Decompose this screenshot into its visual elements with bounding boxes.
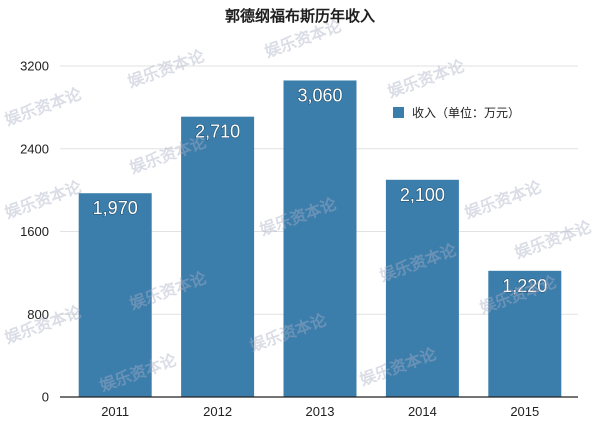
data-label-2014: 2,100 — [400, 185, 445, 205]
data-label-2011: 1,970 — [93, 198, 138, 218]
bar-2015 — [488, 270, 562, 397]
legend: 收入（单位：万元） — [393, 105, 520, 120]
x-tick-label: 2012 — [203, 404, 232, 419]
y-axis-tick-labels: 0 800 1600 2400 3200 — [20, 59, 49, 405]
watermark-text: 娱乐资本论 — [462, 177, 545, 223]
y-tick-label: 1600 — [20, 224, 49, 239]
x-tick-label: 2013 — [306, 404, 335, 419]
x-tick-label: 2015 — [510, 404, 539, 419]
bars — [78, 80, 562, 397]
x-tick-label: 2011 — [101, 404, 129, 419]
watermark-text: 娱乐资本论 — [2, 177, 85, 223]
y-tick-label: 800 — [27, 307, 49, 322]
y-tick-label: 3200 — [20, 59, 49, 74]
bar-2011 — [78, 193, 152, 397]
legend-label: 收入（单位：万元） — [412, 105, 520, 120]
bar-2014 — [385, 179, 459, 397]
x-axis-tick-labels: 2011 2012 2013 2014 2015 — [101, 404, 539, 419]
watermark-text: 娱乐资本论 — [385, 56, 468, 102]
data-label-2015: 1,220 — [502, 276, 547, 296]
y-tick-label: 0 — [42, 390, 49, 405]
data-labels: 1,970 2,710 3,060 2,100 1,220 — [92, 85, 548, 296]
legend-swatch — [393, 107, 404, 118]
chart-title: 郭德纲福布斯历年收入 — [225, 7, 375, 25]
bar-2012 — [181, 116, 255, 397]
watermark-text: 娱乐资本论 — [125, 46, 208, 92]
data-label-2013: 3,060 — [297, 85, 342, 105]
x-tick-label: 2014 — [408, 404, 437, 419]
watermark-text: 娱乐资本论 — [2, 84, 85, 130]
data-label-2012: 2,710 — [195, 122, 240, 142]
watermark-text: 娱乐资本论 — [512, 217, 595, 263]
y-tick-label: 2400 — [20, 141, 49, 156]
bar-2013 — [283, 80, 357, 397]
